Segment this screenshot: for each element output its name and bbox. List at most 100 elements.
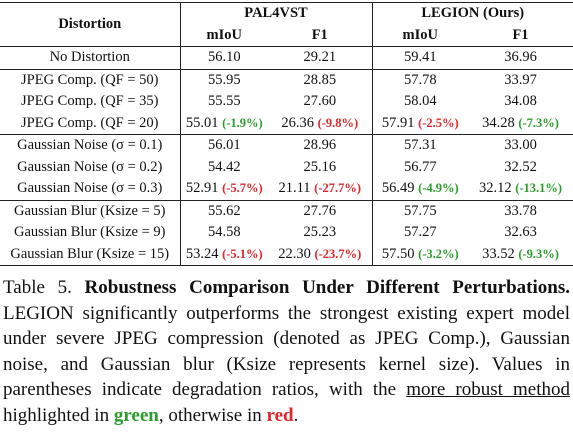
cell: 58.04 [371, 91, 468, 113]
cell-value: 55.62 [207, 202, 241, 219]
row-label: Gaussian Noise (σ = 0.2) [17, 158, 163, 175]
cell-delta: (-27.7%) [314, 181, 362, 196]
cell-value: 28.85 [303, 71, 337, 88]
cell-value: 56.10 [207, 49, 241, 66]
cell-value: 27.60 [303, 93, 337, 110]
cell: 54.42 [179, 156, 268, 178]
cell-value: 57.91 [381, 114, 415, 131]
caption-text: green [113, 404, 159, 426]
table-row: Gaussian Noise (σ = 0.2) 54.42 25.16 56.77 3… [0, 156, 573, 179]
cell: 57.91 (-2.5%) [371, 112, 468, 135]
caption-text: Table 5. [3, 277, 72, 298]
cell-delta: (-9.8%) [317, 115, 359, 130]
cell-value: 53.24 [185, 245, 219, 262]
cell-value: 57.31 [403, 137, 437, 154]
table-body: No Distortion 56.10 29.21 59.41 36.96 JPEG Co… [0, 46, 573, 266]
caption-text: LEGION significantly outperforms the str… [3, 302, 570, 401]
table-row: Gaussian Blur (Ksize = 15) 53.24 (-5.1%) 2… [0, 243, 573, 266]
cell: 56.49 (-4.9%) [371, 178, 468, 200]
cell-value: 56.01 [207, 137, 241, 154]
row-label: No Distortion [49, 49, 130, 66]
cell: 57.27 [371, 222, 468, 244]
cell: 33.97 [468, 69, 573, 91]
cell: 25.23 [268, 222, 372, 244]
cell-value: 36.96 [504, 49, 537, 66]
cell-delta: (-5.7%) [222, 181, 263, 196]
cell-delta: (-7.3%) [518, 115, 559, 130]
cell: 55.01 (-1.9%) [179, 112, 268, 135]
header-metric: F1 [512, 26, 529, 43]
cell-value: 56.77 [403, 158, 437, 175]
cell-value: 32.63 [504, 224, 537, 241]
cell: 55.62 [179, 200, 268, 222]
cell-value: 56.49 [381, 180, 415, 197]
cell: 34.08 [468, 91, 573, 113]
row-label: Gaussian Blur (Ksize = 9) [13, 224, 166, 241]
cell: 56.77 [371, 156, 468, 178]
cell: 27.76 [268, 200, 372, 222]
cell-value: 29.21 [303, 49, 337, 66]
cell: 36.96 [468, 47, 573, 70]
cell: 33.78 [468, 200, 573, 222]
header-group: PAL4VST [179, 2, 372, 25]
cell: 26.36 (-9.8%) [268, 113, 372, 135]
cell-value: 22.30 [278, 245, 311, 262]
header-metric: mIoU [371, 24, 468, 47]
cell-value: 25.16 [303, 158, 337, 175]
row-label: JPEG Comp. (QF = 35) [21, 93, 159, 110]
cell-value: 26.36 [281, 114, 314, 131]
cell-value: 21.11 [278, 180, 311, 197]
cell: 25.16 [268, 157, 372, 179]
cell: 21.11 (-27.7%) [268, 178, 372, 200]
cell: 33.52 (-9.3%) [468, 244, 573, 266]
header-metric: F1 [311, 26, 328, 43]
cell: 55.55 [179, 91, 268, 113]
table-row: Gaussian Blur (Ksize = 9) 54.58 25.23 57.27… [0, 222, 573, 244]
cell-value: 32.52 [504, 158, 537, 175]
cell-value: 27.76 [303, 202, 337, 219]
cell-value: 54.58 [207, 224, 241, 241]
cell-value: 32.12 [478, 180, 512, 197]
caption-text: more robust method [406, 379, 571, 401]
cell-value: 33.00 [504, 137, 537, 154]
table-row: Gaussian Noise (σ = 0.1) 56.01 28.96 57.31 3… [0, 134, 573, 157]
caption-text: , otherwise in [158, 404, 262, 426]
table-row: No Distortion 56.10 29.21 59.41 36.96 [0, 46, 573, 70]
cell-value: 34.08 [504, 93, 537, 110]
cell-value: 55.55 [207, 93, 241, 110]
cell: 56.01 [179, 134, 268, 157]
table-row: JPEG Comp. (QF = 35) 55.55 27.60 58.04 34.08 [0, 91, 573, 113]
cell-value: 57.27 [403, 224, 437, 241]
cell-value: 59.41 [403, 49, 437, 66]
caption-text: red [266, 404, 294, 426]
row-label: JPEG Comp. (QF = 20) [21, 114, 159, 131]
cell-value: 33.97 [504, 71, 537, 88]
cell: 32.52 [468, 157, 573, 179]
cell: 57.31 [371, 134, 468, 157]
cell: 22.30 (-23.7%) [268, 244, 372, 266]
cell: 56.10 [179, 46, 268, 69]
cell-value: 55.95 [207, 71, 241, 88]
cell: 28.85 [268, 69, 372, 91]
results-table: Distortion PAL4VST LEGION (Ours) mIoU F1… [0, 2, 573, 266]
cell-value: 33.78 [504, 202, 537, 219]
cell: 57.50 (-3.2%) [371, 243, 468, 266]
cell-delta: (-4.9%) [418, 181, 459, 196]
cell-value: 55.01 [185, 114, 219, 131]
cell: 59.41 [371, 46, 468, 69]
cell: 57.78 [371, 69, 468, 91]
cell: 28.96 [268, 135, 372, 157]
caption-text: Robustness Comparison Under Different Pe… [84, 277, 570, 298]
caption: Table 5. Robustness Comparison Under Dif… [3, 275, 570, 429]
cell: 53.24 (-5.1%) [179, 243, 268, 266]
caption-text: . [293, 404, 299, 426]
header-distortion: Distortion [0, 2, 180, 47]
table-row: Gaussian Noise (σ = 0.3) 52.91 (-5.7%) 21.… [0, 178, 573, 200]
row-label: Gaussian Noise (σ = 0.1) [17, 137, 163, 154]
table-row: JPEG Comp. (QF = 50) 55.95 28.85 57.78 33.97 [0, 69, 573, 91]
cell-delta: (-9.3%) [518, 246, 559, 261]
row-label: Gaussian Blur (Ksize = 5) [13, 202, 166, 219]
cell-delta: (-23.7%) [314, 246, 362, 261]
cell: 29.21 [268, 47, 372, 70]
